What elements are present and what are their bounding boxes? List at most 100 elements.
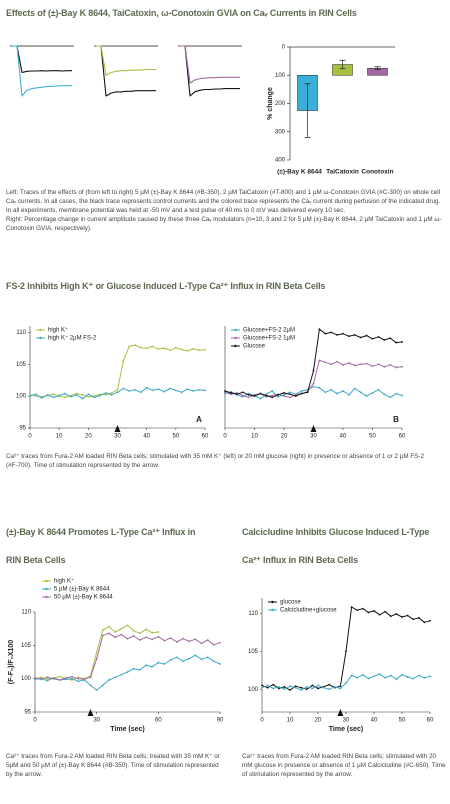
section-title: FS-2 Inhibits High K⁺ or Glucose Induced… bbox=[6, 281, 326, 291]
point bbox=[429, 619, 431, 622]
y-tick-label: 110 bbox=[21, 610, 31, 616]
point bbox=[324, 361, 327, 364]
point bbox=[342, 363, 344, 366]
point bbox=[34, 677, 36, 679]
point bbox=[271, 390, 274, 392]
series-line bbox=[12, 45, 72, 74]
stimulus-arrow bbox=[337, 709, 344, 716]
series-line bbox=[261, 606, 431, 691]
point bbox=[265, 394, 268, 397]
point bbox=[277, 686, 280, 688]
x-tick-label: 20 bbox=[315, 718, 322, 724]
point bbox=[348, 393, 350, 396]
point bbox=[204, 348, 206, 351]
series-line bbox=[180, 45, 240, 97]
point bbox=[395, 341, 397, 344]
x-tick-label: (±)-Bay K 8644 bbox=[277, 169, 322, 176]
point bbox=[212, 660, 215, 663]
point bbox=[52, 396, 55, 399]
panel-label: B bbox=[393, 415, 399, 424]
point bbox=[367, 677, 370, 680]
point bbox=[350, 674, 353, 677]
point bbox=[336, 392, 338, 395]
point bbox=[169, 349, 171, 352]
point bbox=[198, 349, 201, 352]
point bbox=[169, 659, 172, 661]
point bbox=[198, 388, 201, 391]
point bbox=[389, 337, 392, 340]
point bbox=[151, 638, 154, 641]
point bbox=[46, 679, 49, 682]
legend-label: high K⁺ bbox=[48, 327, 68, 334]
point bbox=[383, 393, 386, 396]
y-tick-label: 100 bbox=[16, 394, 27, 400]
point bbox=[104, 392, 107, 394]
point bbox=[371, 365, 374, 368]
legend-marker bbox=[45, 587, 48, 591]
point bbox=[116, 388, 119, 391]
x-axis-label: Time (sec) bbox=[329, 726, 364, 733]
point bbox=[389, 674, 392, 677]
point bbox=[163, 390, 166, 393]
point bbox=[87, 393, 90, 396]
point bbox=[324, 391, 327, 394]
point bbox=[151, 631, 154, 634]
point bbox=[318, 386, 321, 389]
point bbox=[186, 349, 189, 352]
point bbox=[406, 676, 409, 678]
point bbox=[108, 632, 110, 635]
x-tick-label: 90 bbox=[217, 718, 224, 724]
point bbox=[384, 676, 387, 679]
point bbox=[40, 397, 43, 399]
point bbox=[145, 347, 148, 350]
point bbox=[356, 676, 359, 679]
point bbox=[318, 359, 321, 362]
point bbox=[120, 633, 123, 636]
x-tick-label: 40 bbox=[143, 434, 150, 440]
point bbox=[283, 393, 285, 396]
point bbox=[312, 385, 315, 388]
point bbox=[175, 656, 178, 659]
point bbox=[108, 625, 110, 628]
point bbox=[34, 395, 37, 398]
point bbox=[305, 688, 308, 691]
point bbox=[192, 390, 195, 392]
y-axis-label: % change bbox=[267, 87, 274, 120]
point bbox=[359, 391, 362, 394]
point bbox=[219, 663, 221, 665]
point bbox=[108, 679, 110, 681]
point bbox=[359, 363, 362, 366]
caption-paragraph: Ca²⁺ traces from Fura-2 AM loaded RIN Be… bbox=[6, 453, 424, 469]
point bbox=[330, 388, 333, 391]
point bbox=[29, 395, 31, 398]
x-tick-label: 0 bbox=[223, 434, 227, 440]
point bbox=[157, 661, 160, 664]
point bbox=[186, 388, 189, 391]
point bbox=[371, 392, 374, 394]
point bbox=[81, 393, 84, 396]
point bbox=[116, 391, 119, 394]
point bbox=[230, 392, 232, 394]
point bbox=[204, 389, 206, 392]
x-tick-label: 60 bbox=[155, 718, 162, 724]
point bbox=[266, 686, 269, 689]
point bbox=[247, 393, 250, 396]
point bbox=[429, 675, 431, 678]
point bbox=[395, 678, 398, 681]
point bbox=[342, 332, 344, 335]
point bbox=[110, 393, 113, 396]
point bbox=[138, 639, 141, 641]
point bbox=[163, 663, 166, 665]
point bbox=[265, 395, 268, 398]
point bbox=[134, 388, 136, 391]
point bbox=[95, 657, 98, 660]
point bbox=[122, 360, 125, 362]
point bbox=[367, 611, 370, 614]
point bbox=[64, 396, 66, 399]
point bbox=[58, 675, 61, 678]
point bbox=[174, 346, 177, 349]
point bbox=[151, 389, 154, 392]
x-tick-label: 30 bbox=[310, 434, 317, 440]
point bbox=[110, 392, 113, 394]
